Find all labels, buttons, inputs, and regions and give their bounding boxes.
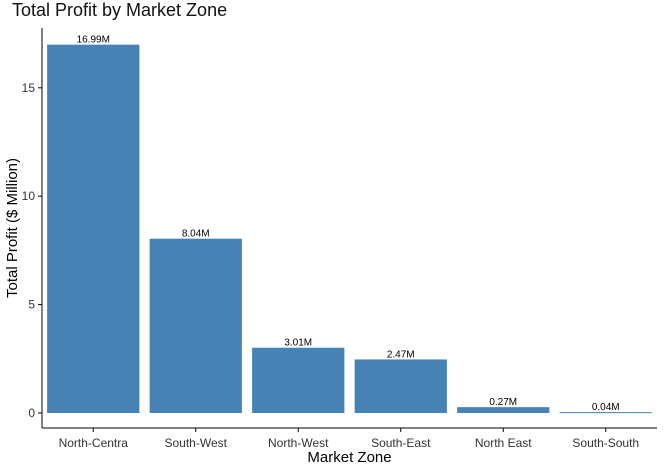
bar-1: [149, 238, 242, 413]
data-label-3: 2.47M: [387, 349, 415, 360]
bars-layer: [47, 44, 652, 414]
y-tick-label-0: 0: [28, 406, 35, 420]
y-tick-label-1: 5: [28, 298, 35, 312]
bar-5: [559, 412, 652, 414]
x-ticks-layer: North-Centra South-West North-West South-Ea…: [59, 428, 639, 450]
chart-title: Total Profit by Market Zone: [12, 0, 228, 20]
data-labels-layer: 16.99M 8.04M 3.01M 2.47M 0.27M 0.04M: [77, 35, 620, 413]
data-label-4: 0.27M: [489, 397, 517, 408]
y-tick-label-3: 15: [22, 81, 36, 95]
y-tick-label-2: 10: [22, 189, 36, 203]
data-label-5: 0.04M: [592, 402, 620, 413]
x-tick-label-3: South-East: [371, 436, 431, 450]
y-axis-title: Total Profit ($ Million): [4, 158, 21, 298]
x-axis-title: Market Zone: [307, 449, 391, 466]
x-tick-label-0: North-Centra: [59, 436, 129, 450]
bar-0: [47, 44, 140, 413]
y-ticks-layer: 0 5 10 15: [22, 81, 42, 420]
x-tick-label-4: North East: [475, 436, 532, 450]
x-tick-label-1: South-West: [165, 436, 228, 450]
axes-layer: [41, 28, 657, 429]
data-label-1: 8.04M: [182, 229, 210, 240]
bar-3: [354, 359, 447, 413]
x-tick-label-5: South-South: [572, 436, 639, 450]
data-label-2: 3.01M: [284, 338, 312, 349]
bar-2: [252, 347, 345, 413]
bar-4: [457, 407, 550, 413]
data-label-0: 16.99M: [77, 35, 110, 46]
x-tick-label-2: North-West: [268, 436, 329, 450]
